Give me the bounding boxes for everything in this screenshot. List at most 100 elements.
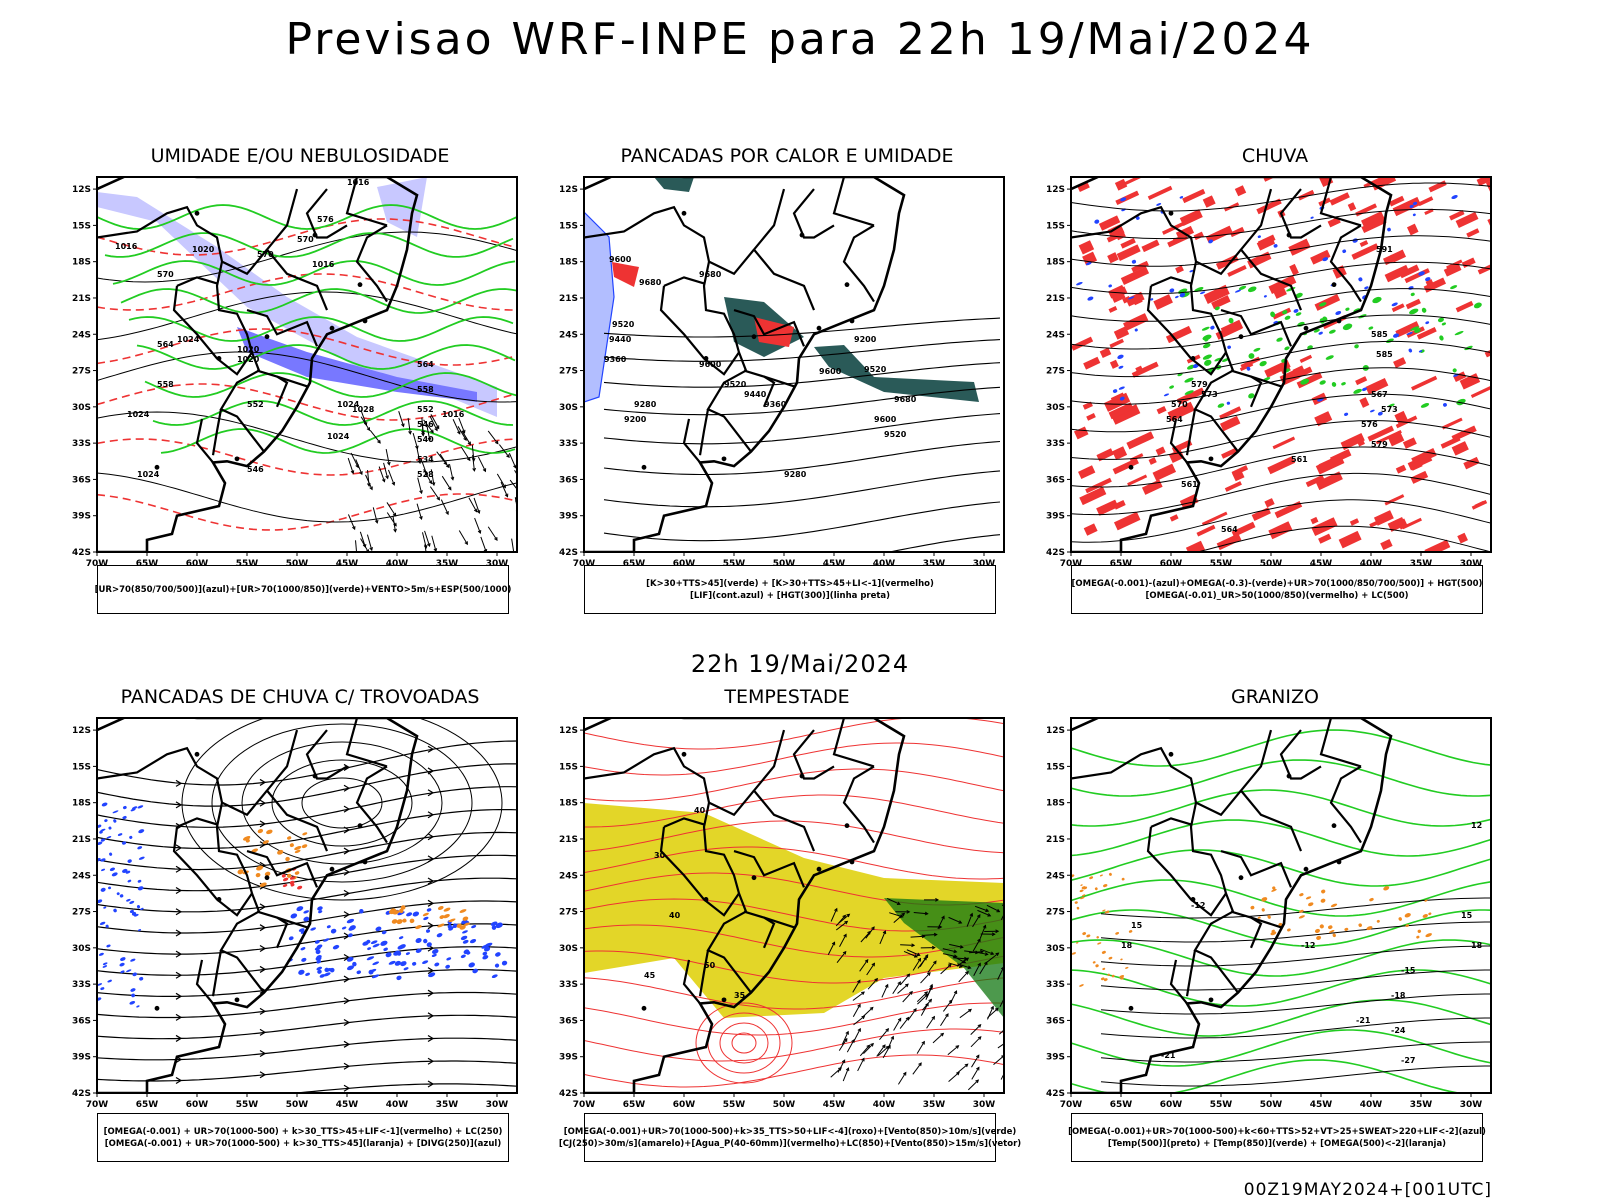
divergence-blue-cell: [460, 935, 468, 941]
city-marker: [751, 334, 757, 340]
streamline-arrow: [175, 865, 183, 873]
streamline-arrow: [175, 992, 183, 1000]
legend-line: [OMEGA(-0.001)+UR>70(1000-500)+k<60+TTS>…: [1068, 1126, 1486, 1137]
thunderstorm-orange-cell: [439, 915, 445, 919]
rain-red-cell: [1395, 464, 1407, 474]
state-border: [1169, 418, 1188, 464]
contour-label: 9360: [604, 355, 627, 364]
rain-red-cell: [1201, 511, 1228, 526]
state-border: [265, 729, 329, 852]
wind-vector-head: [945, 1013, 949, 1017]
lat-tick-label: 33S: [1046, 980, 1065, 990]
rain-red-cell: [1073, 426, 1089, 440]
wind-vector: [412, 432, 418, 449]
rain-green-cell: [1325, 355, 1334, 360]
divergence-blue-cell: [490, 921, 498, 926]
rain-red-cell: [1305, 474, 1325, 488]
lon-tick-label: 40W: [386, 559, 409, 569]
hail-orange-cell: [1270, 931, 1277, 936]
state-border: [275, 916, 289, 949]
wind-vector-head: [857, 1027, 861, 1032]
lon-tick-label: 45W: [336, 559, 359, 569]
hail-orange-cell: [1102, 967, 1106, 971]
rain-red-cell: [1394, 410, 1408, 425]
wind-vector: [514, 470, 517, 476]
contour-label: 18: [1471, 941, 1483, 950]
contour-label: 9680: [639, 278, 662, 287]
divergence-blue-cell: [317, 969, 322, 974]
city-marker: [721, 456, 727, 462]
hail-orange-cell: [1111, 974, 1115, 978]
state-border: [176, 817, 218, 828]
rain-red-cell: [1123, 313, 1149, 331]
wind-vector: [879, 930, 886, 945]
lon-tick-label: 60W: [186, 559, 209, 569]
rain-red-cell: [1078, 240, 1095, 255]
divergence-blue-cell: [397, 945, 404, 950]
wind-vector-head: [419, 516, 423, 521]
rain-red-cell: [1375, 430, 1402, 445]
lon-tick-label: 40W: [1360, 559, 1383, 569]
contour-label: 1020: [192, 245, 215, 254]
hail-orange-cell: [1298, 915, 1305, 919]
wind-vector-head: [911, 943, 916, 948]
rain-red-cell: [1397, 518, 1408, 530]
hail-orange-cell: [1308, 902, 1314, 907]
hail-orange-cell: [1305, 896, 1312, 900]
rain-green-cell: [1238, 285, 1247, 290]
wind-vector-head: [369, 486, 373, 491]
lon-tick-label: 70W: [573, 1100, 596, 1110]
wind-vector: [496, 473, 506, 488]
temp850-contour: [1071, 729, 1491, 767]
wind-vector-head: [494, 440, 499, 445]
city-marker: [264, 334, 270, 340]
lif-blue-area: [584, 211, 615, 403]
humidity-green-contour: [144, 372, 517, 398]
lon-tick-label: 50W: [773, 1100, 796, 1110]
hail-orange-cell: [1398, 917, 1402, 921]
rain-red-cell: [1470, 384, 1491, 398]
state-border: [762, 375, 776, 408]
divergence-blue-cell: [101, 802, 108, 807]
divergence-blue-cell: [460, 954, 466, 959]
streamline: [97, 923, 517, 955]
wind-vector: [866, 963, 875, 976]
wind-vector: [383, 462, 389, 479]
wind-vector-head: [913, 1008, 917, 1012]
hail-orange-cell: [1108, 956, 1113, 960]
hail-orange-cell: [1267, 915, 1271, 919]
rain-blue-cell: [1364, 286, 1369, 290]
lat-tick-label: 21S: [72, 835, 91, 845]
wind-vector: [424, 530, 431, 547]
wind-vector: [913, 911, 928, 915]
divergence-blue-cell: [102, 962, 108, 966]
hail-orange-cell: [1257, 916, 1261, 919]
rain-red-cell: [1120, 237, 1136, 249]
rain-red-cell: [1120, 266, 1150, 286]
hail-orange-cell: [1102, 909, 1106, 912]
legend-line: [UR>70(850/700/500)](azul)+[UR>70(1000/8…: [94, 584, 512, 595]
contour-label: 1024: [177, 335, 200, 344]
streamline: [97, 877, 517, 913]
divergence-blue-cell: [394, 960, 401, 966]
lat-tick-label: 27S: [72, 908, 91, 918]
wind-vector: [842, 1067, 849, 1082]
wind-vector: [830, 908, 838, 922]
wind-vector-head: [899, 914, 904, 918]
anticyclone-contour: [181, 718, 503, 901]
rain-blue-cell: [1257, 235, 1261, 239]
water-red-contour: [584, 768, 1004, 802]
rain-red-cell: [1125, 291, 1145, 307]
divergence-blue-cell: [447, 924, 452, 929]
lon-tick-label: 35W: [1410, 559, 1433, 569]
divergence-blue-cell: [137, 846, 143, 850]
hail-orange-cell: [1101, 950, 1106, 954]
rain-red-cell: [1152, 463, 1177, 482]
state-border: [345, 718, 388, 768]
rain-blue-cell: [1175, 295, 1179, 299]
wind-vector-head: [921, 934, 926, 939]
contour-label: 50: [704, 961, 716, 970]
rain-red-cell: [1347, 202, 1357, 212]
divergence-blue-cell: [319, 974, 325, 978]
streamline-arrow: [175, 971, 183, 979]
